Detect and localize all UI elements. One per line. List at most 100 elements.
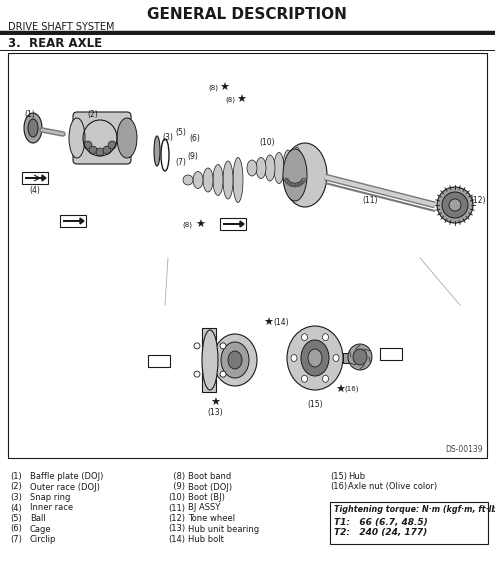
Text: (3): (3) [162, 133, 173, 142]
Text: (1): (1) [25, 110, 35, 119]
Text: GENERAL DESCRIPTION: GENERAL DESCRIPTION [147, 7, 347, 22]
Ellipse shape [183, 175, 193, 185]
Ellipse shape [293, 183, 297, 187]
Ellipse shape [221, 342, 249, 378]
Text: DS-00139: DS-00139 [446, 445, 483, 454]
Ellipse shape [223, 161, 233, 199]
Ellipse shape [353, 349, 367, 365]
Text: (10): (10) [168, 493, 185, 502]
Ellipse shape [220, 371, 226, 377]
Text: (1): (1) [10, 472, 22, 481]
Ellipse shape [213, 334, 257, 386]
Text: Boot (DOJ): Boot (DOJ) [188, 482, 232, 492]
Ellipse shape [89, 146, 97, 154]
Ellipse shape [286, 180, 290, 184]
FancyBboxPatch shape [73, 112, 131, 164]
Polygon shape [63, 218, 84, 224]
Text: (16): (16) [330, 482, 347, 492]
Polygon shape [223, 221, 244, 227]
Text: DRIVE SHAFT SYSTEM: DRIVE SHAFT SYSTEM [8, 22, 114, 32]
Bar [343, 353, 361, 363]
Ellipse shape [194, 371, 200, 377]
Text: BJ ASSY: BJ ASSY [188, 504, 220, 512]
Bar [60, 215, 86, 227]
Text: (7): (7) [10, 535, 22, 544]
Text: (10): (10) [259, 138, 275, 147]
Ellipse shape [213, 164, 223, 195]
Ellipse shape [301, 178, 305, 182]
Ellipse shape [284, 178, 289, 182]
Text: Hub bolt: Hub bolt [188, 535, 224, 544]
Text: (12): (12) [168, 514, 185, 523]
Text: ★: ★ [219, 83, 229, 93]
Ellipse shape [348, 344, 372, 370]
Ellipse shape [287, 326, 343, 390]
Text: (2): (2) [10, 482, 22, 492]
Text: (12): (12) [470, 195, 486, 205]
Text: (8): (8) [168, 472, 185, 481]
Text: Boot band: Boot band [188, 472, 231, 481]
Text: (5): (5) [175, 128, 186, 137]
Ellipse shape [103, 146, 111, 154]
Ellipse shape [308, 349, 322, 367]
Ellipse shape [299, 181, 303, 185]
Ellipse shape [287, 181, 291, 185]
Text: (9): (9) [168, 482, 185, 492]
Text: (6): (6) [189, 134, 200, 143]
Ellipse shape [291, 354, 297, 361]
Text: Inner race: Inner race [30, 504, 73, 512]
Text: Axle nut (Olive color): Axle nut (Olive color) [348, 482, 437, 492]
Ellipse shape [323, 333, 329, 340]
Text: Hub unit bearing: Hub unit bearing [188, 525, 259, 533]
Text: Cage: Cage [30, 525, 51, 533]
Text: (13): (13) [207, 408, 223, 417]
Ellipse shape [69, 118, 85, 158]
Text: Baffle plate (DOJ): Baffle plate (DOJ) [30, 472, 103, 481]
Text: 3.  REAR AXLE: 3. REAR AXLE [8, 37, 102, 50]
Text: (15): (15) [307, 400, 323, 409]
Ellipse shape [274, 152, 284, 184]
Ellipse shape [84, 141, 92, 149]
Ellipse shape [301, 375, 307, 382]
Ellipse shape [203, 168, 213, 192]
Text: Hub: Hub [348, 472, 365, 481]
Text: T2: T2 [385, 350, 397, 358]
Text: (6): (6) [10, 525, 22, 533]
Bar [22, 172, 48, 184]
Text: Tightening torque: N·m (kgf·m, ft·lb): Tightening torque: N·m (kgf·m, ft·lb) [334, 505, 495, 515]
Text: (3): (3) [10, 493, 22, 502]
Ellipse shape [292, 148, 302, 188]
Ellipse shape [301, 340, 329, 376]
Text: (5): (5) [10, 514, 22, 523]
Ellipse shape [442, 192, 468, 218]
Text: (4): (4) [30, 186, 41, 195]
Text: T1: T1 [153, 357, 165, 365]
Ellipse shape [295, 183, 299, 187]
Ellipse shape [154, 136, 160, 166]
Ellipse shape [202, 330, 218, 390]
Bar [380, 348, 402, 360]
Polygon shape [25, 175, 46, 181]
Ellipse shape [291, 183, 295, 187]
Bar [148, 355, 170, 367]
Ellipse shape [333, 354, 339, 361]
Ellipse shape [228, 351, 242, 369]
Text: T2:   240 (24, 177): T2: 240 (24, 177) [334, 529, 427, 537]
Ellipse shape [117, 118, 137, 158]
Ellipse shape [194, 343, 200, 349]
Text: Ball: Ball [30, 514, 46, 523]
Text: (14): (14) [168, 535, 185, 544]
Text: Boot (BJ): Boot (BJ) [188, 493, 225, 502]
Text: ★: ★ [236, 95, 246, 105]
Text: Circlip: Circlip [30, 535, 56, 544]
Text: ★: ★ [335, 385, 345, 395]
Bar [330, 501, 488, 543]
Text: (9): (9) [188, 152, 198, 161]
Text: (8): (8) [225, 97, 235, 103]
Ellipse shape [24, 113, 42, 143]
Text: Snap ring: Snap ring [30, 493, 70, 502]
Text: Outer race (DOJ): Outer race (DOJ) [30, 482, 100, 492]
Text: (4): (4) [10, 504, 22, 512]
Ellipse shape [193, 171, 203, 188]
Text: (11): (11) [168, 504, 185, 512]
